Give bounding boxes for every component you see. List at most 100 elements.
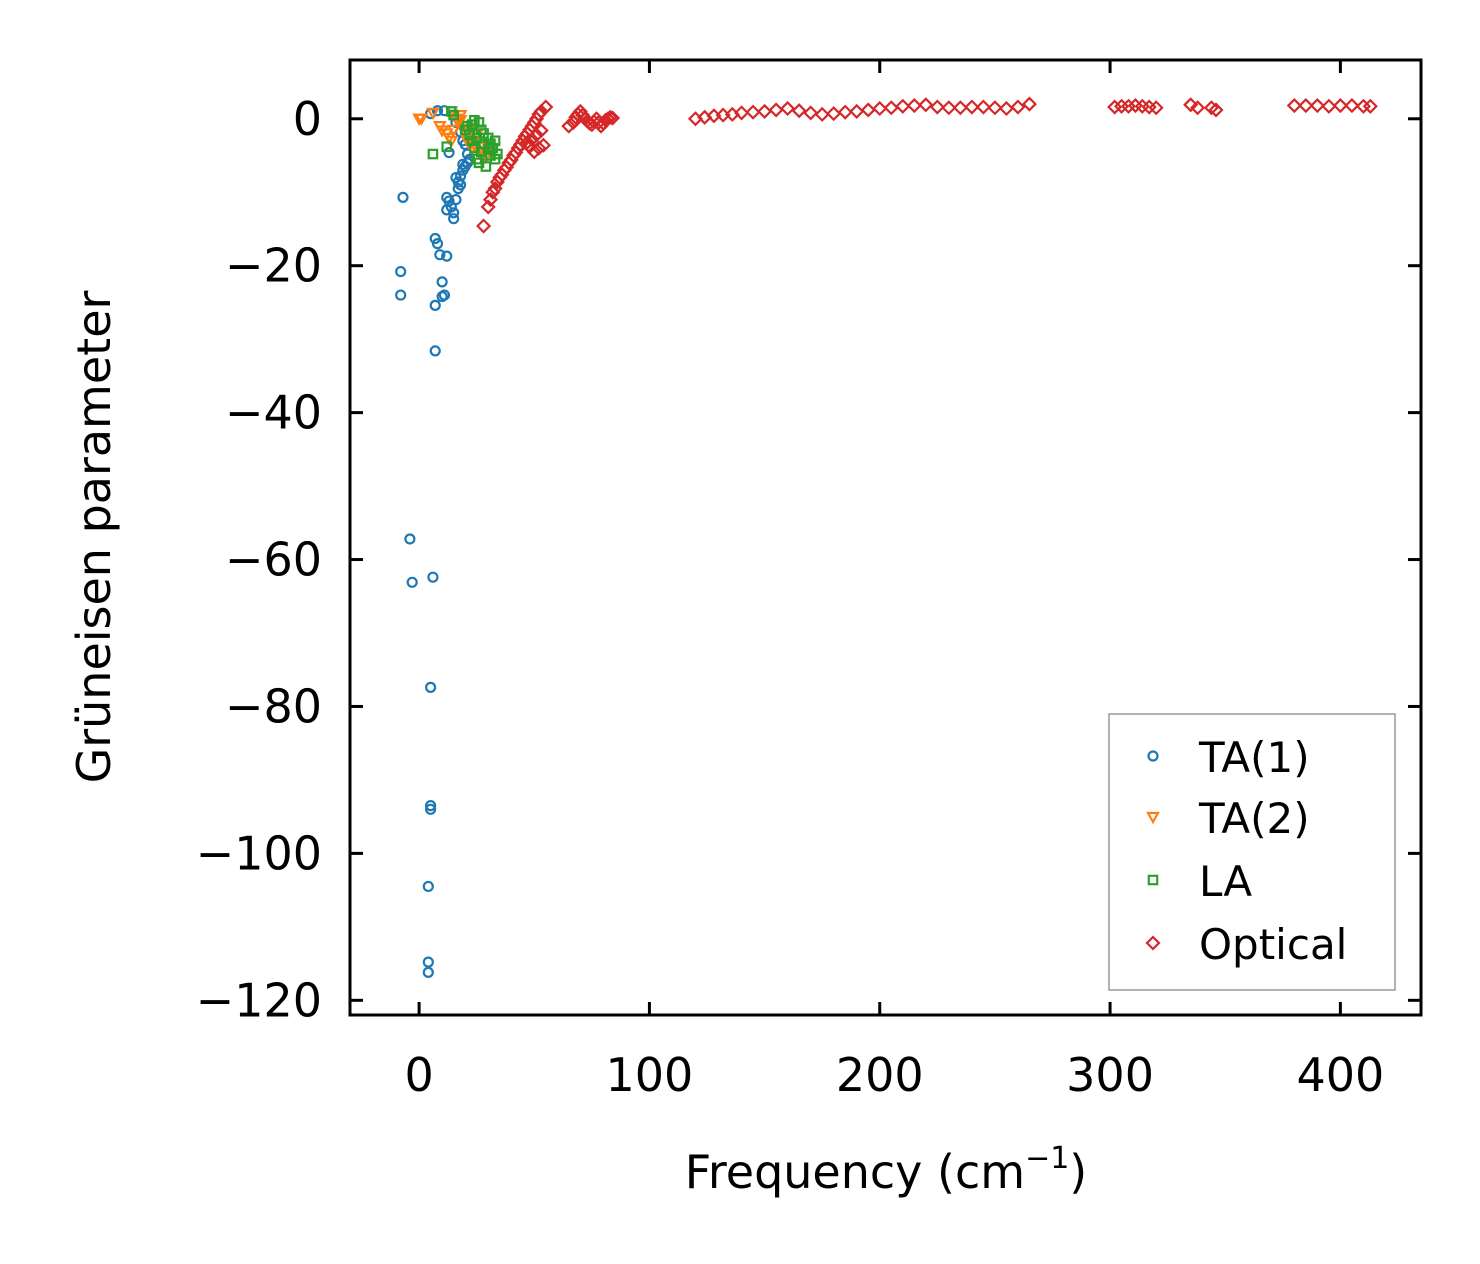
data-point [1107, 99, 1123, 115]
data-point [538, 99, 554, 115]
data-point [1332, 97, 1348, 114]
data-point [526, 144, 542, 160]
data-point [1298, 97, 1314, 114]
x-axis-label: Frequency (cm−1) [685, 1141, 1088, 1199]
data-point [918, 97, 934, 113]
data-point [768, 102, 784, 118]
x-tick-label: 200 [836, 1048, 924, 1102]
y-axis-label: Grüneisen parameter [67, 290, 121, 783]
data-point [780, 100, 796, 117]
data-point [531, 140, 547, 156]
data-point [444, 135, 459, 149]
data-point [1183, 97, 1199, 113]
data-point [1190, 100, 1206, 116]
data-point [427, 571, 439, 583]
data-point [466, 119, 478, 130]
data-point [1010, 99, 1026, 115]
data-point [431, 238, 444, 250]
data-point [941, 100, 957, 116]
data-point [952, 100, 968, 116]
data-point [476, 218, 492, 234]
x-axis-label-superscript: −1 [1025, 1141, 1069, 1176]
legend-label: Optical [1199, 920, 1347, 969]
series-la [427, 106, 503, 172]
data-point [441, 250, 453, 262]
data-point [791, 103, 807, 119]
x-axis-label-close: ) [1069, 1145, 1087, 1199]
data-point [454, 179, 467, 191]
data-point [425, 800, 437, 812]
data-point [448, 207, 460, 219]
data-point [406, 576, 418, 588]
plot-area-frame [348, 58, 1423, 1017]
data-point [422, 956, 434, 968]
y-tick-label: −80 [225, 679, 322, 733]
legend: TA(1) TA(2) LA Optical [1108, 713, 1396, 991]
data-point [429, 299, 441, 311]
data-point [602, 109, 618, 125]
data-point [482, 132, 494, 144]
data-point [485, 138, 496, 150]
data-point [757, 103, 773, 119]
data-point [443, 146, 455, 159]
data-point [849, 103, 865, 119]
data-point [414, 113, 429, 127]
data-point [492, 148, 503, 160]
series-optical [476, 96, 1378, 234]
x-tick-label: 400 [1296, 1048, 1384, 1102]
legend-label: LA [1199, 857, 1252, 906]
data-point [883, 100, 899, 116]
data-point [436, 290, 448, 303]
data-point [453, 115, 468, 128]
data-point [395, 265, 407, 278]
legend-marker [1147, 750, 1159, 762]
y-tick-label: −20 [225, 239, 322, 293]
data-point [605, 110, 621, 126]
data-point [895, 98, 911, 114]
data-point [480, 161, 492, 172]
data-point [427, 148, 439, 160]
data-point [425, 803, 437, 815]
data-point [429, 345, 441, 357]
y-tick-label: −120 [196, 973, 322, 1027]
data-point [975, 99, 991, 115]
data-point [1362, 98, 1378, 114]
data-point [906, 97, 922, 114]
data-point [524, 131, 540, 147]
data-point [826, 106, 842, 122]
data-point [441, 141, 453, 152]
legend-marker [1147, 874, 1159, 886]
data-point [1309, 97, 1325, 114]
y-tick-label: −40 [225, 386, 322, 440]
data-point [446, 124, 461, 138]
data-point [1344, 97, 1360, 114]
data-point [397, 191, 409, 203]
legend-label: TA(1) [1198, 733, 1310, 782]
x-tick-label: 0 [404, 1048, 433, 1102]
data-point [529, 127, 545, 143]
data-point [1120, 98, 1137, 114]
data-point [535, 137, 552, 153]
data-point [436, 276, 448, 288]
data-point [533, 122, 549, 139]
data-point [814, 106, 830, 122]
y-tick-label: 0 [293, 92, 322, 146]
data-point [1321, 98, 1337, 114]
data-point [733, 105, 750, 121]
data-point [471, 132, 482, 144]
legend-label: TA(2) [1198, 794, 1310, 843]
data-point [837, 104, 853, 120]
data-point [434, 249, 446, 261]
series-ta-1 [395, 105, 476, 978]
x-tick-label: 100 [606, 1048, 694, 1102]
data-point [803, 105, 819, 121]
legend-marker [1145, 935, 1161, 951]
data-point [745, 104, 761, 120]
data-point [485, 184, 501, 200]
data-point [426, 107, 440, 121]
data-point [422, 880, 434, 893]
data-point [404, 533, 416, 545]
legend-marker [1146, 811, 1160, 825]
ticks-layer: 0 100 200 300 400 0 −20 −40 −60 −80 −100 −120 [196, 60, 1421, 1102]
